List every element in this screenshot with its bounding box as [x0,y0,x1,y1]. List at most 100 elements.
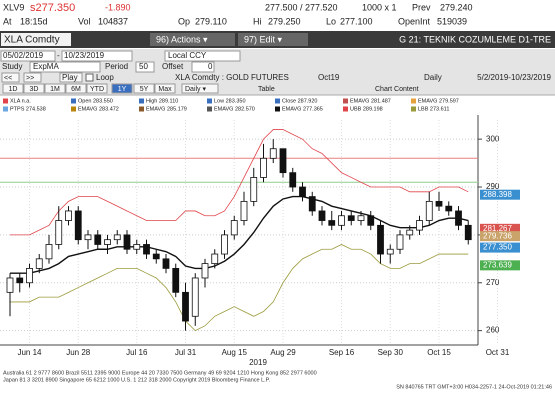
forward-button[interactable] [23,72,42,83]
prev: 279.240 [440,2,473,12]
study[interactable]: ExpMA [33,62,59,71]
chart-subtitle: Oct19 [318,73,340,82]
range-buttons: 1D 3D 1M 6M YTD 1Y 5Y Max [2,83,176,94]
legend-label: EMAVG 283.472 [78,106,119,112]
vol-label: Vol [78,16,91,26]
back[interactable]: << [4,75,12,82]
end-date[interactable]: 10/23/2019 [64,51,105,60]
quote-bar [0,0,555,30]
candle-body [65,210,72,221]
candle-body [104,239,111,245]
candle-body [386,248,394,255]
offset[interactable]: 0 [208,62,213,71]
range-button[interactable] [23,83,45,94]
security-box[interactable] [1,33,71,46]
candle-body [94,234,102,245]
start-box[interactable] [0,50,56,62]
range-button[interactable] [44,83,66,94]
study-label: Study [2,62,22,71]
table[interactable]: Table [258,86,275,93]
range-button[interactable] [2,83,24,94]
period-box[interactable] [135,61,155,73]
candle-body [84,234,92,241]
date-range: 5/2/2019-10/23/2019 [477,73,551,82]
lo: 277.100 [340,16,373,26]
range-label[interactable]: 1M [50,86,60,93]
y-tick-label: 290 [486,182,500,191]
price-tag [480,231,520,242]
legend-swatch [71,98,76,104]
candle-body [464,224,472,241]
legend-swatch [275,98,280,104]
candle-body [250,177,258,202]
offset-label: Offset [162,62,184,71]
loop-checkbox[interactable] [85,73,94,82]
candle-body [45,244,53,260]
year-label: 2019 [249,358,267,367]
price-tag-label: 281.267 [483,224,512,233]
range-button[interactable] [65,83,87,94]
y-tick-label: 300 [486,134,500,143]
oi: 519039 [437,16,467,26]
frequency-label: Daily [424,73,442,82]
legend-label: EMAVG 277.365 [282,106,323,112]
study-box[interactable] [29,61,101,73]
chart-content[interactable]: Chart Content [375,86,419,93]
range-button[interactable] [133,83,155,94]
period[interactable]: 50 [139,62,148,71]
currency[interactable]: Local CCY [168,51,207,60]
range-label[interactable]: 1Y [118,86,127,93]
range-label[interactable]: 5Y [140,86,149,93]
hi-label: Hi [253,16,262,26]
frequency[interactable]: Daily ▾ [185,86,207,93]
start-date[interactable]: 05/02/2019 [3,51,44,60]
legend-label: EMAVG 285.179 [146,106,187,112]
back-button[interactable] [1,72,20,83]
candle-body [328,220,336,226]
candle-body [357,215,365,221]
range-label[interactable]: 1D [9,86,18,93]
range-label[interactable]: Max [158,86,172,93]
candle-body [26,268,33,284]
chart-title: XLA Comdty : GOLD FUTURES [175,73,289,82]
actions-button[interactable] [150,33,235,46]
candle-body [367,215,375,226]
range-label[interactable]: YTD [90,86,104,93]
dash: - [57,51,60,60]
play-button[interactable] [59,72,83,83]
x-tick-label: Jun 14 [17,348,42,357]
frequency-dropdown[interactable] [181,83,219,94]
end-box[interactable] [61,50,133,62]
legend-label: UBB 289.198 [350,106,383,112]
edit[interactable]: 97) Edit ▾ [244,34,283,44]
range-button[interactable] [86,83,108,94]
legend-swatch [3,106,8,112]
range-button[interactable] [111,83,133,94]
plot: XLA n.a. Open 283.550 High 289.110 Low 283.… [0,98,520,367]
last-price: s277.350 [30,2,75,14]
candle-body [230,220,238,236]
range-button[interactable] [154,83,176,94]
security[interactable]: XLA Comdty [4,35,60,46]
x-tick-label: Jul 31 [175,348,197,357]
legend-swatch [139,98,144,104]
legend-swatch [343,106,348,112]
lo-label: Lo [326,16,336,26]
price-tag [480,260,520,271]
candle-body [55,220,63,245]
range-label[interactable]: 3D [30,86,39,93]
loop[interactable]: Loop [96,73,114,82]
actions[interactable]: 96) Actions ▾ [156,34,208,44]
offset-box[interactable] [191,61,215,73]
play[interactable]: Play [62,73,78,82]
currency-box[interactable] [164,50,241,62]
footer-line: Australia 61 2 9777 8600 Brazil 5511 239… [3,370,317,376]
range-label[interactable]: 6M [71,86,81,93]
candle-body [123,234,131,250]
candle-body [182,291,189,322]
price-tag [480,189,520,200]
edit-button[interactable] [238,33,308,46]
forward[interactable]: >> [26,75,34,82]
legend-swatch [343,98,348,104]
